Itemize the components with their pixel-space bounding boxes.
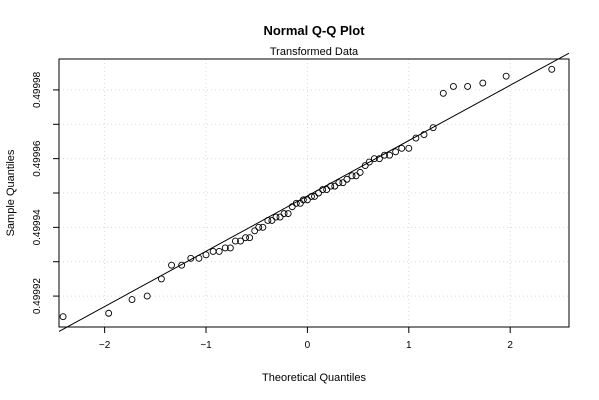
data-point xyxy=(331,182,339,190)
data-points xyxy=(59,65,556,321)
data-point xyxy=(412,134,420,142)
y-axis: 0.49992 0.49994 0.49996 0.49998 xyxy=(32,71,59,314)
data-point xyxy=(352,172,360,180)
data-point xyxy=(375,155,383,163)
data-point xyxy=(259,223,267,231)
data-point xyxy=(335,179,343,187)
reference-line-group xyxy=(58,52,570,332)
data-point xyxy=(157,275,165,283)
data-point xyxy=(365,158,373,166)
data-point xyxy=(292,199,300,207)
data-point xyxy=(59,313,67,321)
data-point xyxy=(439,89,447,97)
data-point xyxy=(348,172,356,180)
data-point xyxy=(231,237,239,245)
x-axis: −2 −1 0 1 2 xyxy=(99,327,513,351)
data-point xyxy=(502,72,510,80)
data-point xyxy=(284,210,292,218)
data-point xyxy=(276,213,284,221)
data-point xyxy=(405,144,413,152)
y-axis-label: Sample Quantiles xyxy=(5,149,17,236)
data-point xyxy=(381,151,388,159)
data-point xyxy=(195,254,203,262)
data-point xyxy=(280,210,288,218)
reference-line xyxy=(58,52,570,332)
data-point xyxy=(264,217,272,224)
y-tick-label: 0.49996 xyxy=(32,140,43,177)
data-point xyxy=(449,83,457,90)
data-point xyxy=(343,175,351,183)
data-point xyxy=(548,65,556,73)
x-tick-label: −1 xyxy=(200,340,212,351)
data-point xyxy=(308,192,315,200)
data-point xyxy=(255,223,263,231)
data-point xyxy=(221,244,229,252)
x-tick-label: 2 xyxy=(507,340,513,351)
data-point xyxy=(392,148,400,156)
data-point xyxy=(226,244,234,252)
data-point xyxy=(143,292,151,300)
chart-subtitle: Transformed Data xyxy=(270,46,359,58)
y-tick-label: 0.49994 xyxy=(32,209,43,246)
data-point xyxy=(299,196,307,204)
data-point xyxy=(420,131,428,139)
data-point xyxy=(187,254,195,262)
data-point xyxy=(242,234,250,242)
x-tick-label: 0 xyxy=(305,340,311,351)
data-point xyxy=(202,251,210,259)
data-point xyxy=(370,155,378,163)
data-point xyxy=(178,261,186,269)
data-point xyxy=(311,192,318,200)
data-point xyxy=(268,217,276,224)
data-point xyxy=(323,186,331,194)
data-point xyxy=(356,168,364,176)
data-point xyxy=(429,124,437,132)
data-point xyxy=(315,189,323,197)
x-tick-label: −2 xyxy=(99,340,111,351)
data-point xyxy=(327,182,335,190)
data-point xyxy=(215,247,223,255)
data-point xyxy=(479,79,487,87)
data-point xyxy=(288,203,296,211)
y-tick-label: 0.49998 xyxy=(32,71,43,108)
data-point xyxy=(128,296,136,303)
data-point xyxy=(237,237,244,245)
data-point xyxy=(319,186,327,194)
data-point xyxy=(246,234,254,242)
data-point xyxy=(105,309,113,317)
data-point xyxy=(209,247,217,255)
data-point xyxy=(272,213,280,221)
data-point xyxy=(398,144,406,152)
x-axis-label: Theoretical Quantiles xyxy=(262,372,366,384)
data-point xyxy=(464,83,472,90)
data-point xyxy=(168,261,175,269)
data-point xyxy=(386,151,393,159)
x-tick-label: 1 xyxy=(406,340,412,351)
grid-lines xyxy=(59,59,569,327)
data-point xyxy=(303,196,311,204)
data-point xyxy=(251,227,259,235)
data-point xyxy=(361,162,369,169)
y-tick-label: 0.49992 xyxy=(32,278,43,315)
data-point xyxy=(339,179,347,187)
chart-title: Normal Q-Q Plot xyxy=(263,23,365,38)
